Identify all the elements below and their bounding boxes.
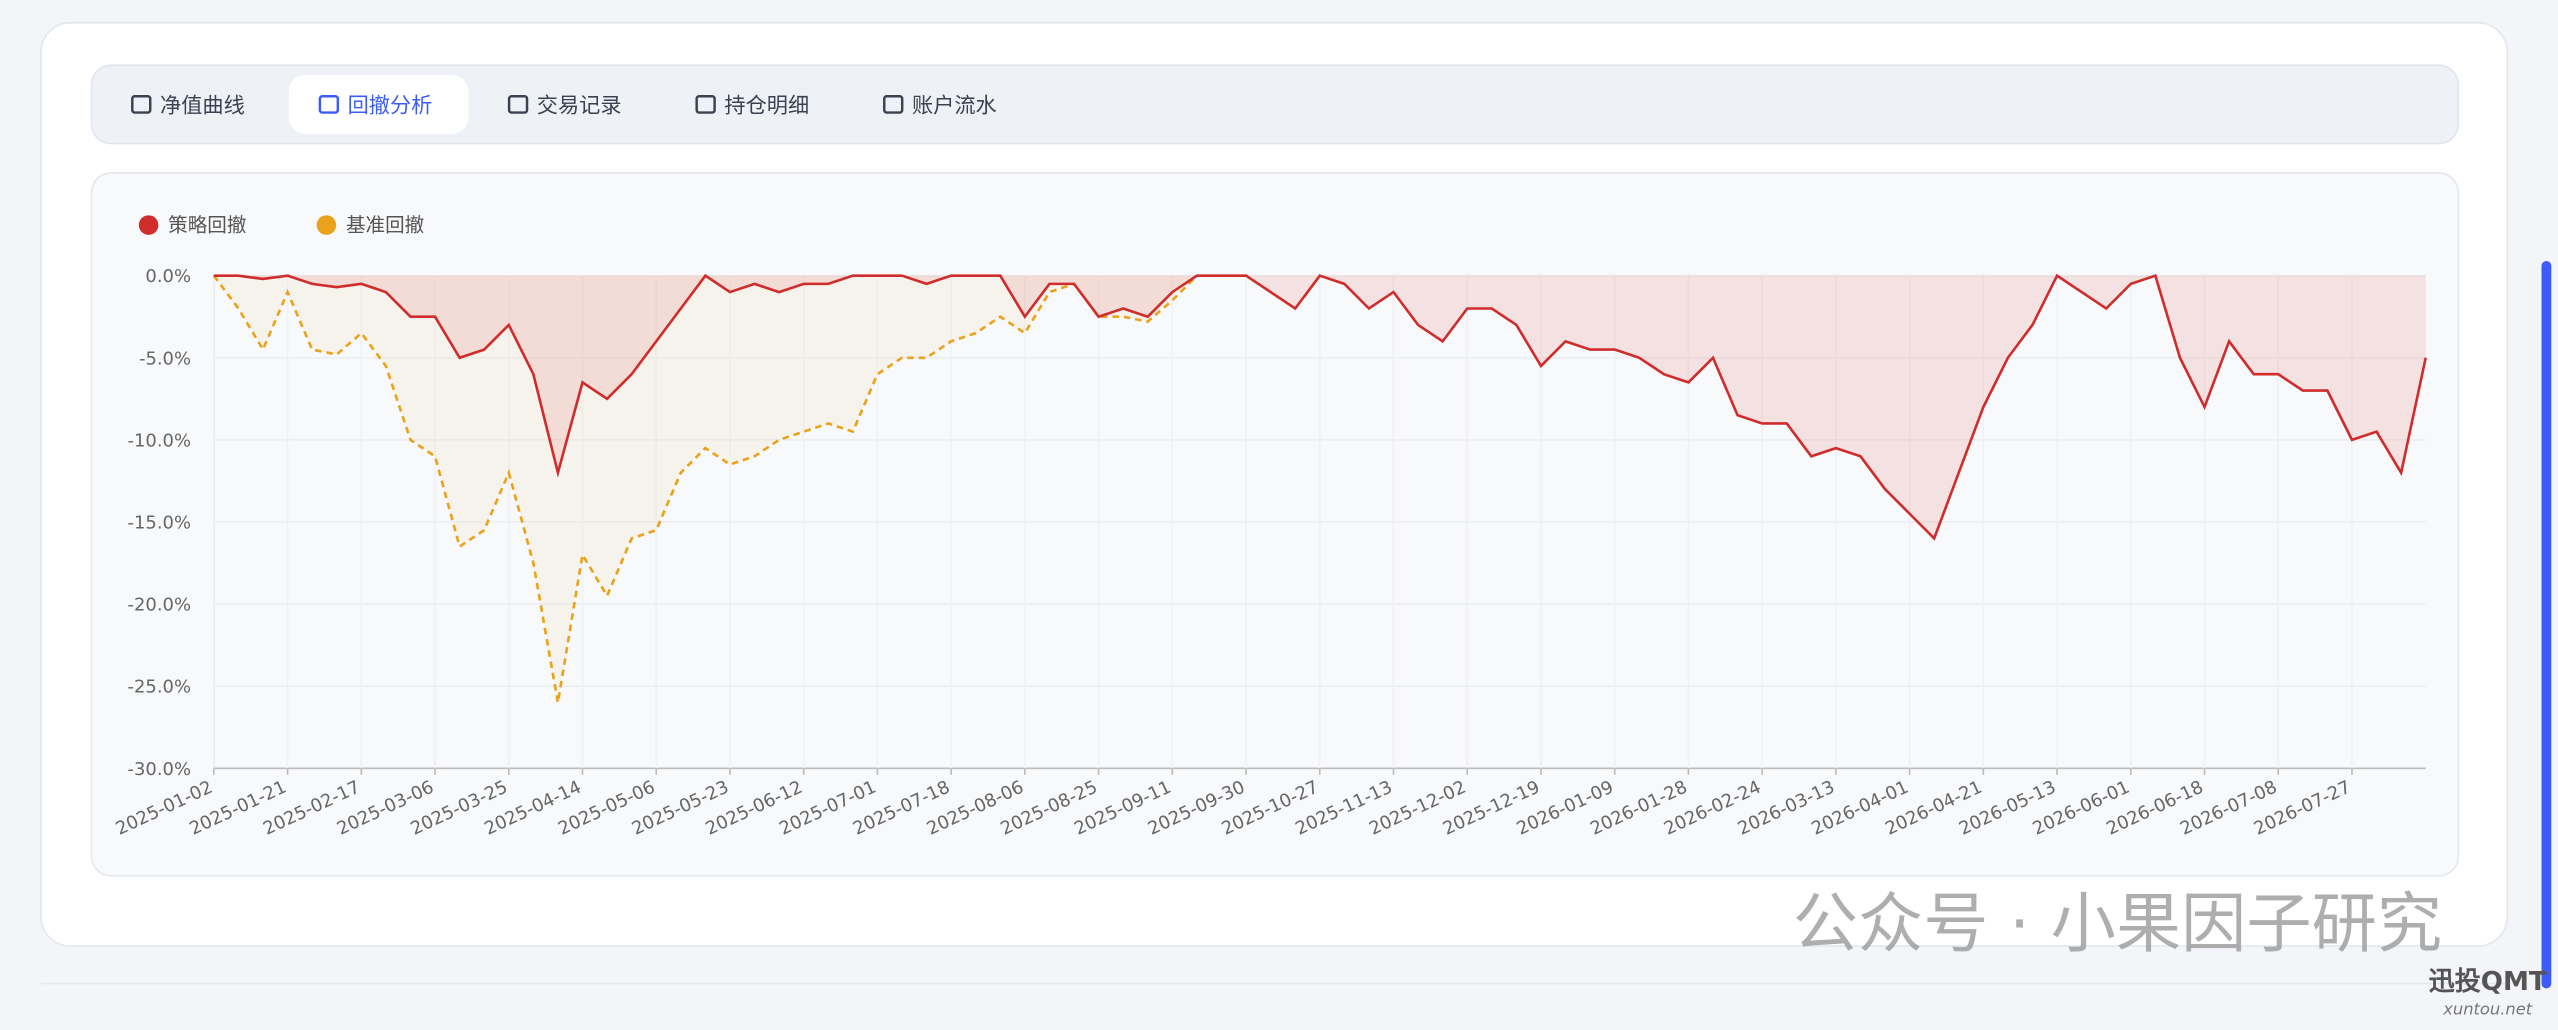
y-tick-label: -30.0% <box>128 759 191 780</box>
drawdown-line <box>213 273 2427 541</box>
y-tick-label: -5.0% <box>139 348 191 369</box>
drawdown-line <box>212 274 1198 703</box>
watermark: 公众号 · 小果因子研究 <box>1793 886 2442 962</box>
legend-marker <box>138 215 159 235</box>
tab[interactable]: 持仓明细 <box>724 93 809 118</box>
legend-label: 基准回撤 <box>346 214 424 237</box>
tab-icon <box>883 95 904 114</box>
drawdown-area <box>213 275 1197 703</box>
chart-panel <box>90 172 2460 877</box>
badge-url: xuntou.net <box>2442 1000 2533 1019</box>
y-tick-label: -15.0% <box>128 512 191 533</box>
tab[interactable]: 账户流水 <box>912 93 997 118</box>
y-tick-label: 0.0% <box>145 266 191 287</box>
y-tick-label: -25.0% <box>128 677 191 698</box>
tab[interactable]: 净值曲线 <box>160 93 245 118</box>
tab[interactable]: 回撤分析 <box>348 93 433 118</box>
tab[interactable]: 交易记录 <box>537 93 622 118</box>
scrollbar <box>2541 260 2552 989</box>
tab-icon <box>131 95 152 114</box>
legend-marker <box>316 215 337 235</box>
legend-label: 策略回撤 <box>168 214 246 237</box>
tab-icon <box>318 95 340 114</box>
tab-icon <box>695 95 716 114</box>
y-tick-label: -20.0% <box>128 595 191 616</box>
badge-title: 迅投QMT <box>2429 967 2547 997</box>
tab-icon <box>507 95 529 114</box>
y-tick-label: -10.0% <box>128 430 191 451</box>
active-tab-bg <box>288 75 469 134</box>
drawdown-area <box>213 275 2426 539</box>
tab-bar <box>90 64 2460 145</box>
